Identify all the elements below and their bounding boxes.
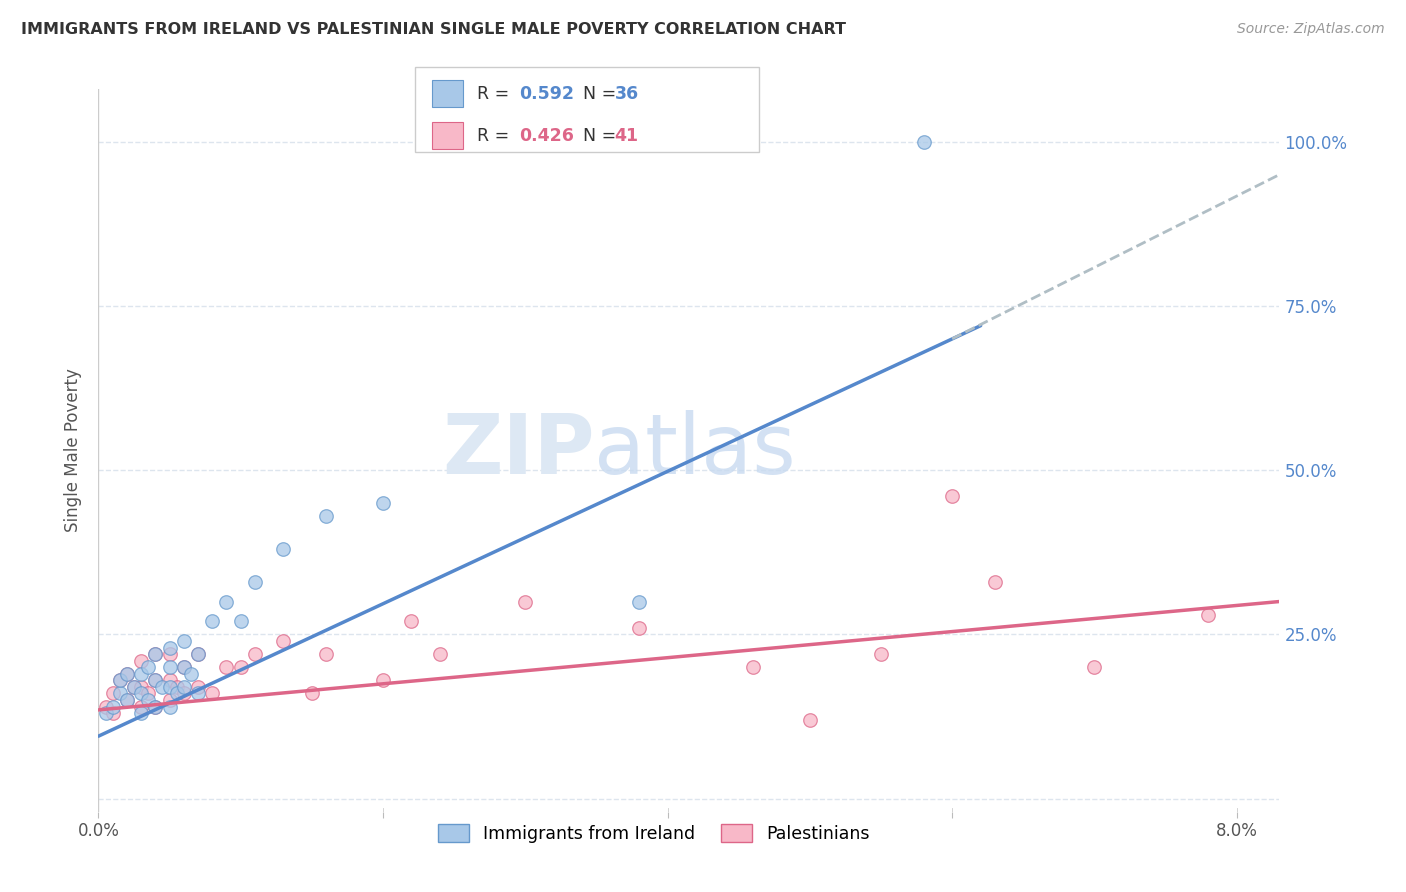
Point [129, 699, 152, 714]
Text: R =: R = [477, 127, 515, 145]
Point [173, 634, 195, 648]
Point [136, 660, 159, 674]
Point [229, 614, 252, 628]
Point [94, 706, 117, 721]
Point [143, 673, 166, 688]
Point [129, 706, 152, 721]
Point [115, 693, 138, 707]
Text: ZIP: ZIP [441, 410, 595, 491]
Legend: Immigrants from Ireland, Palestinians: Immigrants from Ireland, Palestinians [430, 817, 876, 850]
Text: 0.426: 0.426 [519, 127, 574, 145]
Point [187, 680, 209, 694]
Point [166, 680, 188, 694]
Text: IMMIGRANTS FROM IRELAND VS PALESTINIAN SINGLE MALE POVERTY CORRELATION CHART: IMMIGRANTS FROM IRELAND VS PALESTINIAN S… [21, 22, 846, 37]
Point [101, 686, 124, 700]
Point [215, 594, 238, 608]
Point [143, 699, 166, 714]
Text: 41: 41 [614, 127, 638, 145]
Point [912, 135, 935, 149]
Point [201, 686, 224, 700]
Point [273, 541, 295, 556]
Point [243, 647, 266, 661]
Text: atlas: atlas [595, 410, 796, 491]
Point [115, 666, 138, 681]
Point [129, 654, 152, 668]
Text: Source: ZipAtlas.com: Source: ZipAtlas.com [1237, 22, 1385, 37]
Point [301, 686, 323, 700]
Point [243, 574, 266, 589]
Text: N =: N = [572, 85, 621, 103]
Point [273, 634, 295, 648]
Point [159, 680, 181, 694]
Point [115, 693, 138, 707]
Point [129, 680, 152, 694]
Point [628, 621, 651, 635]
Text: R =: R = [477, 85, 515, 103]
Point [136, 693, 159, 707]
Point [173, 660, 195, 674]
Point [187, 686, 209, 700]
Point [173, 680, 195, 694]
Point [108, 686, 131, 700]
Text: 0.592: 0.592 [519, 85, 574, 103]
Point [122, 680, 145, 694]
Point [180, 666, 202, 681]
Point [515, 594, 537, 608]
Point [315, 647, 337, 661]
Point [173, 660, 195, 674]
Point [187, 647, 209, 661]
Point [122, 680, 145, 694]
Point [429, 647, 451, 661]
Point [143, 647, 166, 661]
Point [129, 666, 152, 681]
Point [799, 713, 821, 727]
Point [870, 647, 893, 661]
Point [143, 673, 166, 688]
Point [742, 660, 765, 674]
Text: N =: N = [572, 127, 621, 145]
Text: 36: 36 [614, 85, 638, 103]
Point [166, 686, 188, 700]
Point [101, 699, 124, 714]
Point [143, 699, 166, 714]
Point [129, 686, 152, 700]
Point [159, 660, 181, 674]
Point [159, 673, 181, 688]
Point [1083, 660, 1105, 674]
Point [371, 673, 394, 688]
Point [108, 673, 131, 688]
Point [173, 686, 195, 700]
Point [143, 647, 166, 661]
Point [941, 490, 963, 504]
Point [1197, 607, 1219, 622]
Point [94, 699, 117, 714]
Point [984, 574, 1007, 589]
Point [136, 686, 159, 700]
Point [159, 699, 181, 714]
Point [101, 706, 124, 721]
Point [215, 660, 238, 674]
Point [201, 614, 224, 628]
Point [159, 640, 181, 655]
Point [108, 673, 131, 688]
Point [159, 647, 181, 661]
Point [152, 680, 174, 694]
Point [159, 693, 181, 707]
Point [315, 509, 337, 524]
Point [115, 666, 138, 681]
Point [229, 660, 252, 674]
Point [371, 496, 394, 510]
Y-axis label: Single Male Poverty: Single Male Poverty [65, 368, 83, 533]
Point [628, 594, 651, 608]
Point [187, 647, 209, 661]
Point [401, 614, 423, 628]
